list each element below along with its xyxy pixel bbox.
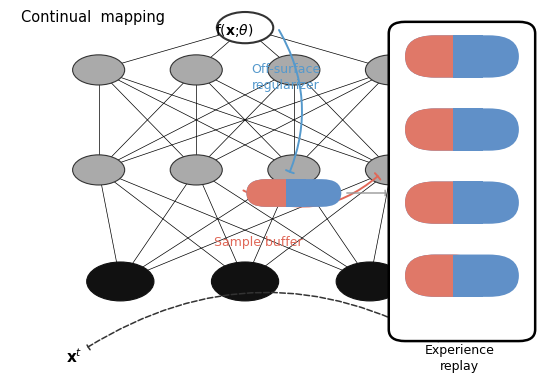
FancyBboxPatch shape	[405, 108, 519, 151]
Ellipse shape	[86, 262, 154, 301]
Ellipse shape	[268, 155, 320, 185]
FancyBboxPatch shape	[405, 35, 519, 78]
FancyBboxPatch shape	[246, 179, 306, 207]
Ellipse shape	[72, 155, 125, 185]
Text: Continual  mapping: Continual mapping	[21, 10, 165, 25]
Ellipse shape	[366, 55, 417, 85]
Bar	[453, 181, 483, 224]
FancyBboxPatch shape	[405, 254, 519, 297]
Ellipse shape	[72, 55, 125, 85]
Bar	[453, 108, 483, 151]
Ellipse shape	[336, 262, 404, 301]
Ellipse shape	[170, 55, 222, 85]
Ellipse shape	[366, 155, 417, 185]
FancyBboxPatch shape	[405, 35, 483, 78]
Ellipse shape	[212, 262, 279, 301]
Ellipse shape	[217, 12, 273, 43]
FancyBboxPatch shape	[246, 179, 341, 207]
Bar	[286, 179, 306, 207]
FancyBboxPatch shape	[405, 254, 483, 297]
FancyBboxPatch shape	[405, 108, 483, 151]
Text: f($\mathbf{x}$;$\theta$): f($\mathbf{x}$;$\theta$)	[215, 22, 254, 39]
FancyBboxPatch shape	[405, 181, 483, 224]
Ellipse shape	[268, 55, 320, 85]
FancyBboxPatch shape	[405, 181, 519, 224]
Bar	[453, 35, 483, 78]
Text: Sample buffer: Sample buffer	[214, 237, 303, 249]
Text: $\mathbf{x}^t$: $\mathbf{x}^t$	[66, 347, 83, 366]
Ellipse shape	[170, 155, 222, 185]
Text: Off-surface
regularizer: Off-surface regularizer	[251, 63, 320, 92]
FancyBboxPatch shape	[389, 22, 535, 341]
Text: Experience
replay: Experience replay	[424, 344, 494, 373]
Bar	[453, 254, 483, 297]
